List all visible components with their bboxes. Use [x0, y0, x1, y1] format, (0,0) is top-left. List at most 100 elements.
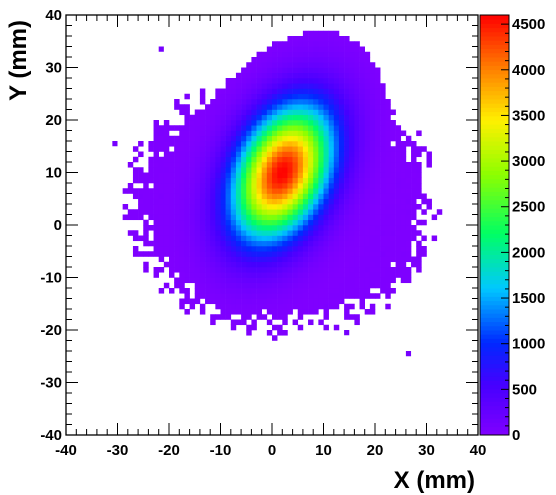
heatmap-bin — [256, 93, 262, 100]
heatmap-bin — [344, 67, 350, 74]
heatmap-bin — [246, 114, 252, 121]
heatmap-bin — [241, 78, 247, 84]
heatmap-bin — [308, 309, 314, 315]
heatmap-bin — [354, 282, 360, 289]
heatmap-bin — [282, 67, 288, 74]
heatmap-bin — [318, 167, 324, 173]
heatmap-bin — [277, 230, 283, 236]
heatmap-bin — [411, 146, 417, 152]
heatmap-bin — [308, 57, 314, 63]
heatmap-bin — [215, 204, 221, 210]
heatmap-bin — [416, 256, 422, 263]
heatmap-bin — [292, 219, 299, 226]
heatmap-bin — [215, 162, 221, 168]
heatmap-bin — [313, 162, 319, 168]
heatmap-bin — [344, 193, 350, 200]
heatmap-bin — [400, 146, 407, 152]
heatmap-bin — [215, 99, 221, 105]
heatmap-bin — [333, 78, 340, 84]
heatmap-bin — [323, 204, 329, 210]
heatmap-bin — [344, 62, 350, 68]
heatmap-bin — [354, 261, 360, 268]
heatmap-bin — [282, 188, 288, 194]
heatmap-bin — [246, 162, 252, 168]
heatmap-bin — [132, 167, 139, 173]
heatmap-bin — [179, 298, 185, 305]
heatmap-bin — [318, 183, 324, 189]
heatmap-bin — [323, 125, 329, 131]
heatmap-bin — [235, 146, 242, 152]
heatmap-bin — [158, 256, 165, 263]
heatmap-bin — [308, 282, 314, 289]
color-scale-segment — [480, 162, 509, 167]
heatmap-bin — [287, 303, 293, 310]
heatmap-bin — [338, 277, 345, 284]
heatmap-bin — [179, 198, 185, 205]
heatmap-bin — [359, 120, 365, 126]
heatmap-bin — [328, 172, 335, 179]
heatmap-bin — [338, 204, 345, 210]
heatmap-bin — [323, 261, 329, 268]
heatmap-bin — [277, 314, 283, 320]
heatmap-bin — [385, 120, 391, 126]
heatmap-bin — [297, 51, 304, 58]
heatmap-bin — [369, 251, 376, 257]
heatmap-bin — [251, 193, 257, 200]
heatmap-bin — [179, 141, 185, 147]
heatmap-bin — [184, 125, 190, 131]
heatmap-bin — [375, 261, 381, 268]
heatmap-bin — [266, 309, 273, 315]
heatmap-bin — [400, 172, 407, 179]
heatmap-bin — [277, 41, 283, 47]
heatmap-bin — [163, 183, 170, 189]
heatmap-bin — [138, 198, 144, 205]
heatmap-bin — [235, 130, 242, 137]
heatmap-bin — [328, 209, 335, 215]
heatmap-bin — [230, 288, 237, 294]
heatmap-bin — [251, 251, 257, 257]
heatmap-bin — [230, 167, 237, 173]
heatmap-bin — [246, 88, 252, 95]
heatmap-bin — [169, 209, 175, 215]
heatmap-bin — [220, 99, 226, 105]
heatmap-bin — [287, 219, 293, 226]
heatmap-bin — [344, 99, 350, 105]
heatmap-bin — [318, 57, 324, 63]
heatmap-bin — [246, 256, 252, 263]
heatmap-bin — [230, 251, 237, 257]
heatmap-bin — [323, 41, 329, 47]
heatmap-bin — [158, 209, 165, 215]
heatmap-bin — [251, 114, 257, 121]
heatmap-bin — [313, 240, 319, 247]
heatmap-bin — [338, 130, 345, 137]
heatmap-bin — [225, 288, 232, 294]
heatmap-bin — [266, 114, 273, 121]
heatmap-bin — [138, 141, 144, 147]
heatmap-bin — [313, 114, 319, 121]
heatmap-bin — [225, 167, 232, 173]
heatmap-bin — [385, 162, 391, 168]
heatmap-bin — [169, 256, 175, 263]
heatmap-bin — [302, 172, 309, 179]
heatmap-bin — [390, 277, 396, 284]
heatmap-bin — [169, 177, 175, 184]
heatmap-bin — [385, 172, 391, 179]
heatmap-bin — [318, 219, 324, 226]
heatmap-bin — [163, 214, 170, 221]
heatmap-bin — [421, 209, 427, 215]
heatmap-bin — [235, 162, 242, 168]
heatmap-bin — [411, 156, 417, 163]
heatmap-bin — [333, 230, 340, 236]
heatmap-bin — [199, 141, 206, 147]
heatmap-bin — [380, 235, 386, 242]
heatmap-bin — [349, 256, 355, 263]
heatmap-bin — [256, 104, 262, 110]
heatmap-bin — [184, 109, 190, 116]
heatmap-bin — [313, 46, 319, 53]
heatmap-bin — [292, 204, 299, 210]
heatmap-bin — [205, 125, 211, 131]
heatmap-bin — [235, 88, 242, 95]
heatmap-bin — [323, 230, 329, 236]
heatmap-bin — [297, 314, 304, 320]
heatmap-bin — [225, 225, 232, 231]
